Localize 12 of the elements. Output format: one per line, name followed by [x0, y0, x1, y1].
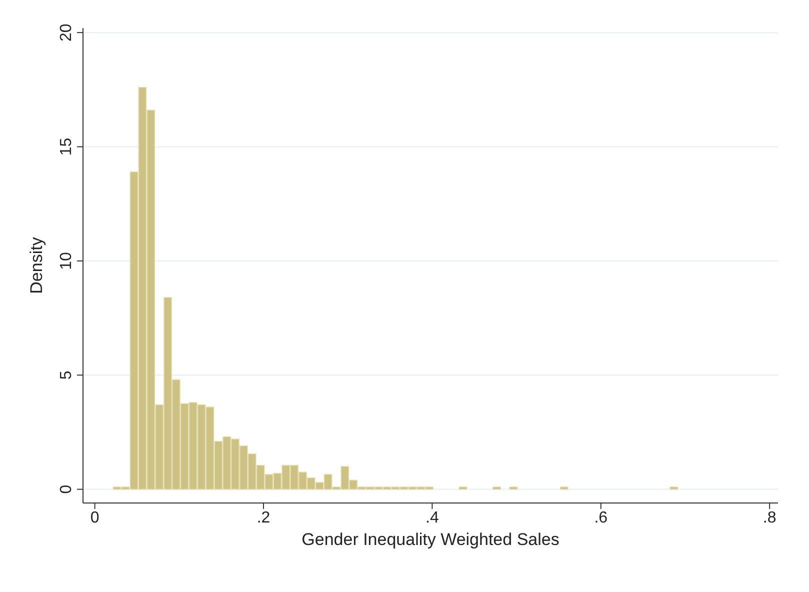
- x-tick-label: .2: [256, 509, 270, 526]
- y-tick-label: 5: [58, 370, 75, 380]
- y-tick-label: 10: [58, 252, 75, 270]
- x-tick-label: .8: [762, 509, 776, 526]
- y-tick-label: 15: [58, 138, 75, 156]
- x-tick-label: .4: [426, 509, 439, 526]
- x-tick-label: 0: [90, 509, 100, 526]
- y-tick-label: 20: [58, 24, 75, 42]
- y-axis-title: Density: [27, 236, 46, 294]
- x-tick-label: .6: [594, 509, 608, 526]
- y-tick-label: 0: [58, 484, 75, 494]
- x-axis-title: Gender Inequality Weighted Sales: [302, 530, 560, 549]
